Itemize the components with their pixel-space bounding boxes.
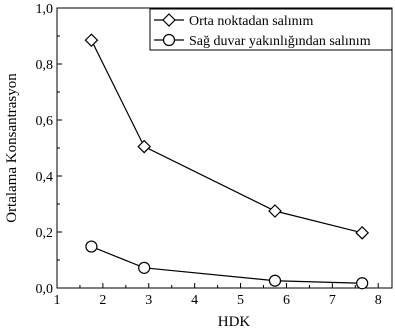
series-layer xyxy=(84,33,370,290)
x-axis: 1 2 3 4 5 6 7 8 xyxy=(54,283,382,308)
y-axis: 0,0 0,2 0,4 0,6 0,8 1,0 xyxy=(36,2,62,297)
series-line xyxy=(91,246,363,284)
x-tick-label: 8 xyxy=(375,293,382,308)
circle-marker xyxy=(162,33,176,47)
x-tick-label: 5 xyxy=(237,293,244,308)
diamond-marker xyxy=(162,13,176,27)
diamond-marker xyxy=(355,225,370,240)
x-tick-label: 1 xyxy=(54,293,61,308)
x-tick-label: 7 xyxy=(329,293,336,308)
x-tick-label: 3 xyxy=(145,293,152,308)
x-tick-label: 4 xyxy=(191,293,198,308)
legend-label: Orta noktadan salınım xyxy=(189,14,314,29)
legend-box xyxy=(149,8,393,51)
x-tick-label: 2 xyxy=(99,293,106,308)
y-tick-label: 1,0 xyxy=(36,2,54,17)
y-axis-label: Ortalama Konsantrasyon xyxy=(4,73,20,223)
circle-marker xyxy=(85,240,98,253)
y-tick-label: 0,6 xyxy=(36,114,54,129)
circle-marker xyxy=(268,274,282,287)
diamond-marker xyxy=(137,139,152,154)
y-tick-label: 0,4 xyxy=(36,170,54,185)
x-tick-label: 6 xyxy=(283,293,290,308)
x-axis-label: HDK xyxy=(218,314,251,329)
circle-marker xyxy=(356,277,369,290)
diamond-marker xyxy=(84,33,99,48)
y-tick-label: 0,2 xyxy=(36,226,54,241)
y-tick-label: 0,0 xyxy=(36,282,54,297)
legend-label: Sağ duvar yakınlığından salınım xyxy=(189,34,371,49)
legend: Orta noktadan salınım Sağ duvar yakınlığı… xyxy=(149,8,393,288)
circle-marker xyxy=(138,261,151,274)
series-line xyxy=(90,39,363,234)
y-tick-label: 0,8 xyxy=(36,58,54,73)
diamond-marker xyxy=(268,204,282,218)
